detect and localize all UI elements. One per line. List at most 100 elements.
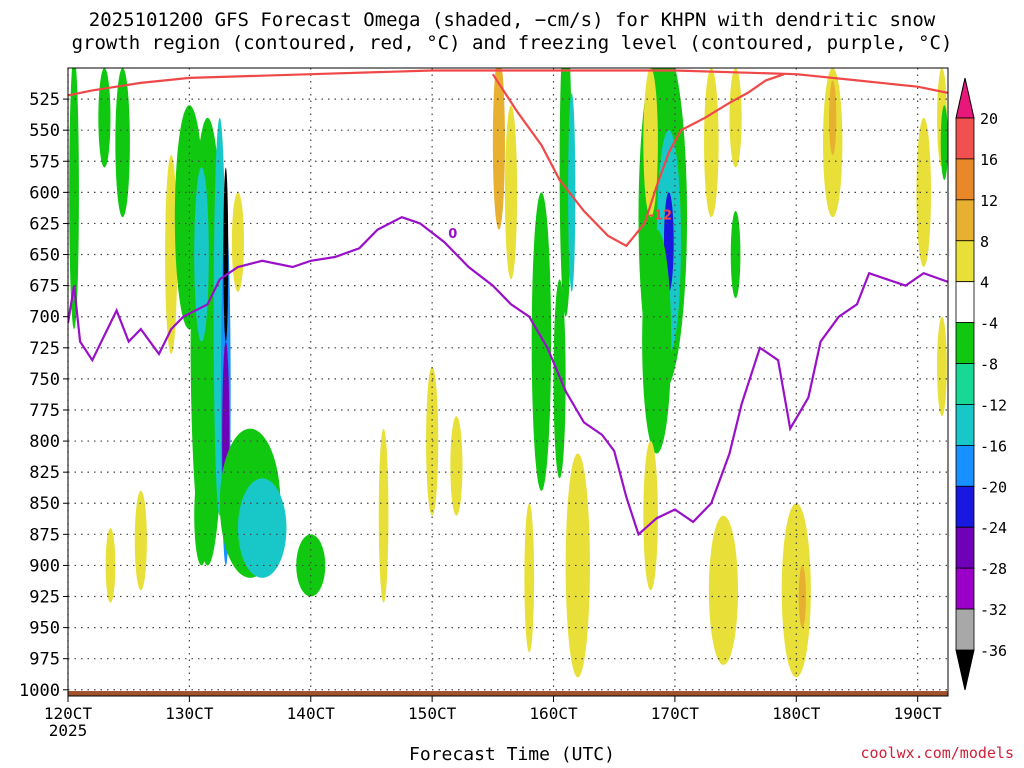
y-tick-label: 700 xyxy=(29,308,60,328)
y-tick-label: 975 xyxy=(29,650,60,670)
colorbar-band xyxy=(955,567,975,610)
colorbar-band xyxy=(955,363,975,405)
omega-shading-blob xyxy=(730,211,741,299)
omega-shading-blob xyxy=(98,68,111,168)
x-tick-label: 160CT xyxy=(529,704,578,723)
omega-shading-blob xyxy=(115,68,130,218)
omega-shading-blob xyxy=(223,167,229,342)
y-tick-label: 825 xyxy=(29,463,60,483)
colorbar-label: 16 xyxy=(980,151,998,169)
y-tick-label: 925 xyxy=(29,588,60,608)
omega-shading-blob xyxy=(643,68,658,218)
x-axis-label: Forecast Time (UTC) xyxy=(409,744,615,765)
y-axis: 525 550 575 600 625 650 675 700 725 750 775 800 825 8… xyxy=(19,90,68,701)
colorbar-band xyxy=(955,608,975,651)
omega-shading-blob xyxy=(937,316,947,417)
colorbar-label: -32 xyxy=(980,601,1007,619)
x-tick-label: 140CT xyxy=(287,704,336,723)
omega-shading-blob xyxy=(531,192,552,491)
y-tick-label: 800 xyxy=(29,432,60,452)
y-tick-label: 525 xyxy=(29,90,60,110)
x-tick-label: 120CT xyxy=(44,704,93,723)
contour-label: -12 xyxy=(649,208,673,223)
y-tick-label: 1000 xyxy=(19,681,60,701)
y-tick-label: 725 xyxy=(29,339,60,359)
omega-shading-blob xyxy=(916,117,932,267)
chart-title-line1: 2025101200 GFS Forecast Omega (shaded, −… xyxy=(88,9,936,31)
colorbar-band xyxy=(955,240,975,283)
omega-shading-blob xyxy=(729,68,742,168)
y-tick-label: 575 xyxy=(29,152,60,172)
colorbar-band xyxy=(955,158,975,201)
colorbar-bottom-arrow xyxy=(955,649,975,691)
omega-shading-blob xyxy=(568,92,576,292)
y-tick-label: 650 xyxy=(29,246,60,266)
contour-layer: 0 -12 xyxy=(68,69,948,537)
omega-shading-blob xyxy=(524,503,535,653)
omega-shading-blob xyxy=(643,441,658,591)
y-tick-label: 875 xyxy=(29,525,60,545)
terrain-strip xyxy=(68,691,948,696)
omega-shading-blob xyxy=(231,192,244,292)
omega-shading-blob xyxy=(237,478,287,578)
colorbar-band xyxy=(955,444,975,487)
y-tick-label: 775 xyxy=(29,401,60,421)
colorbar-top-arrow xyxy=(955,77,975,119)
omega-shading-layer xyxy=(69,68,948,678)
colorbar-label: -12 xyxy=(980,396,1007,414)
colorbar-label: -36 xyxy=(980,642,1007,660)
y-tick-label: 750 xyxy=(29,370,60,390)
omega-shading-blob xyxy=(105,528,116,603)
colorbar-band xyxy=(955,322,975,364)
colorbar-band xyxy=(955,199,975,242)
colorbar-band xyxy=(955,526,975,569)
y-tick-label: 600 xyxy=(29,183,60,203)
y-tick-label: 900 xyxy=(29,556,60,576)
omega-shading-blob xyxy=(165,155,178,355)
x-tick-label: 190CT xyxy=(894,704,943,723)
x-tick-label: 170CT xyxy=(651,704,700,723)
omega-shading-blob xyxy=(798,565,806,628)
plot-frame xyxy=(67,67,949,697)
colorbar-label: -28 xyxy=(980,560,1007,578)
omega-shading-blob xyxy=(704,68,719,218)
y-tick-label: 850 xyxy=(29,494,60,514)
omega-shading-blob xyxy=(378,428,389,603)
credit-text: coolwx.com/models xyxy=(860,744,1014,762)
omega-shading-blob xyxy=(565,453,590,678)
colorbar-band xyxy=(955,404,975,446)
y-tick-label: 625 xyxy=(29,214,60,234)
colorbar-label: -16 xyxy=(980,437,1007,455)
omega-shading-blob xyxy=(492,68,505,230)
contour--12c-upper xyxy=(491,73,785,248)
y-tick-label: 550 xyxy=(29,121,60,141)
omega-shading-blob xyxy=(781,503,811,678)
colorbar-label: -4 xyxy=(980,315,998,333)
x-tick-label: 180CT xyxy=(772,704,821,723)
chart-title-line2: growth region (contoured, red, °C) and f… xyxy=(71,32,953,54)
colorbar-label: 4 xyxy=(980,274,989,292)
colorbar-band xyxy=(955,117,975,160)
omega-shading-blob xyxy=(194,465,209,566)
contour-freezing-level xyxy=(68,216,948,537)
omega-shading-blob xyxy=(194,167,209,342)
colorbar: 20 16 12 8 4 -4 -8 -12 -16 -20 -24 -28 -32 -36 xyxy=(955,77,1007,691)
x-year-label: 2025 xyxy=(49,721,88,740)
colorbar-label: -24 xyxy=(980,519,1007,537)
contour--12c-top-edge xyxy=(68,69,948,97)
omega-shading-blob xyxy=(69,68,79,330)
omega-shading-blob xyxy=(642,229,672,454)
omega-shading-blob xyxy=(134,490,147,591)
omega-shading-blob xyxy=(940,105,948,180)
terrain-ground xyxy=(68,691,948,696)
colorbar-label: 20 xyxy=(980,110,998,128)
omega-shading-blob xyxy=(296,534,326,597)
colorbar-label: 12 xyxy=(980,192,998,210)
colorbar-label: -8 xyxy=(980,356,998,374)
omega-shading-blob xyxy=(829,80,837,156)
y-tick-label: 950 xyxy=(29,619,60,639)
contour-label: 0 xyxy=(448,227,457,242)
colorbar-band xyxy=(955,485,975,528)
y-tick-label: 675 xyxy=(29,277,60,297)
